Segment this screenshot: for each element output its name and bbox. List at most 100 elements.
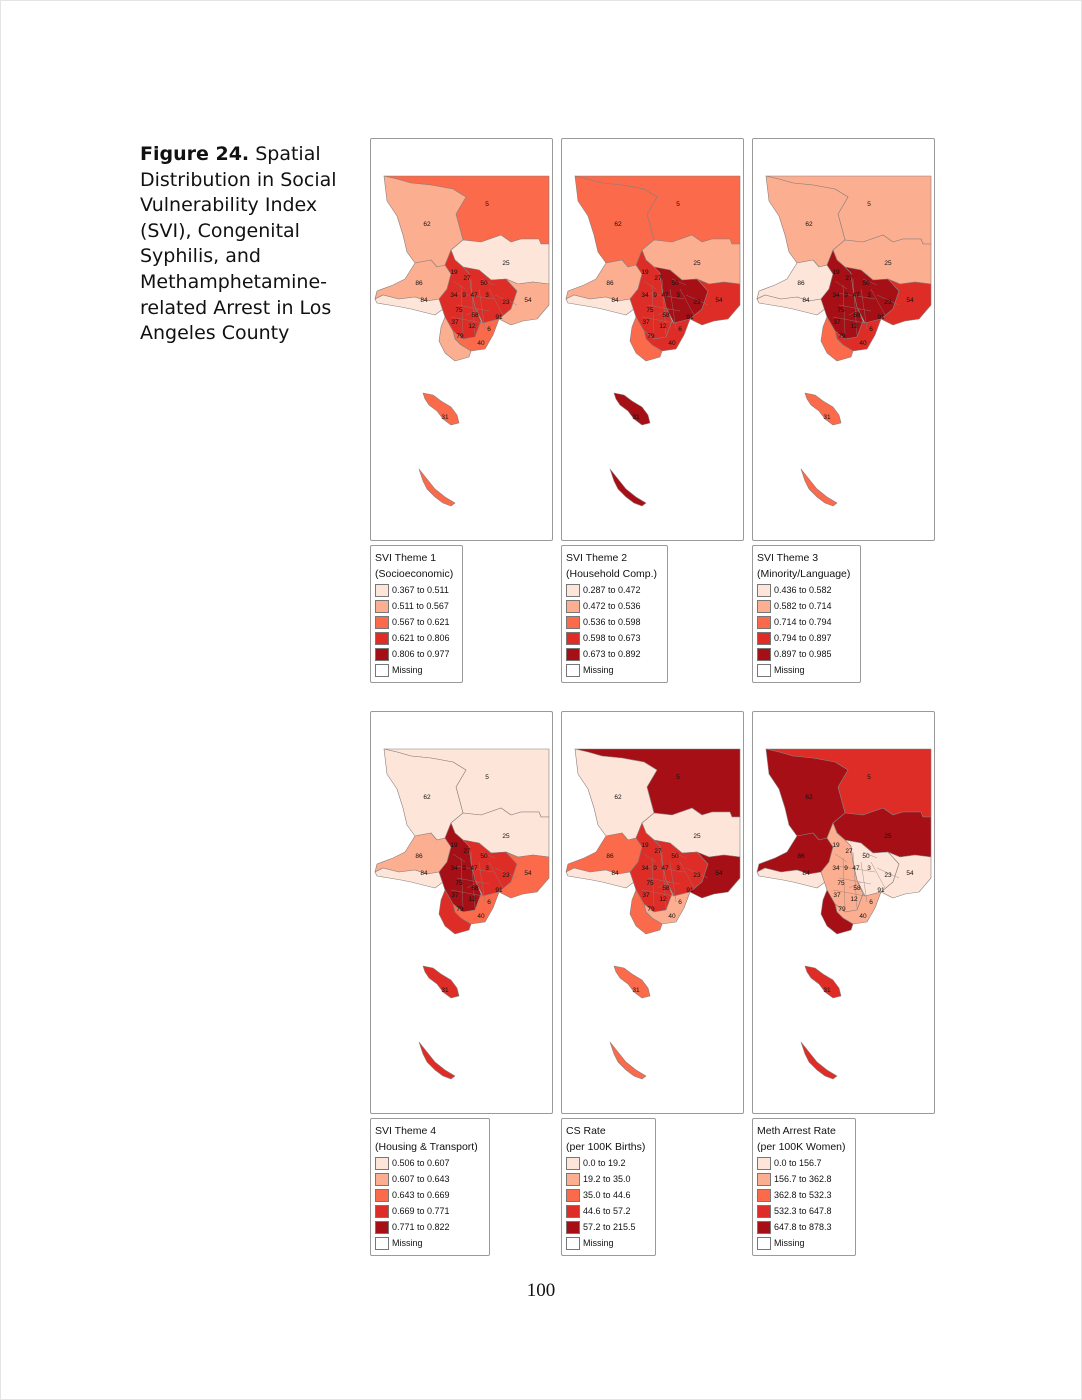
district-label: 5 bbox=[485, 774, 489, 781]
legend-swatch bbox=[566, 1220, 580, 1234]
district-label: 75 bbox=[646, 880, 654, 887]
map-district-boundary bbox=[643, 853, 657, 863]
district-label: 6 bbox=[869, 326, 873, 333]
legend-entry: 44.6 to 57.2 bbox=[566, 1203, 651, 1219]
district-label: 91 bbox=[686, 314, 694, 321]
choropleth-map: 5 62 25 19 27 50 86 84 34 9 47 3 23 54 75 58 91 37 12 6 79 40… bbox=[565, 175, 741, 507]
legend-entry-label: 0.0 to 156.7 bbox=[774, 1158, 822, 1168]
legend-swatch bbox=[566, 631, 580, 645]
legend-entry-missing: Missing bbox=[375, 1235, 485, 1251]
map-region-east-outer bbox=[498, 851, 550, 899]
map-district-boundary bbox=[480, 278, 496, 286]
district-label: 84 bbox=[420, 297, 428, 304]
district-label: 9 bbox=[844, 865, 848, 872]
district-label: 50 bbox=[480, 853, 488, 860]
legend-entry: 0.621 to 0.806 bbox=[375, 630, 458, 646]
district-label: 3 bbox=[867, 865, 871, 872]
map-region-island2 bbox=[418, 468, 456, 507]
legend-entry: 57.2 to 215.5 bbox=[566, 1219, 651, 1235]
legend-entry: 0.436 to 0.582 bbox=[757, 582, 856, 598]
legend-entry-label: 44.6 to 57.2 bbox=[583, 1206, 631, 1216]
map-district-boundary bbox=[480, 851, 496, 859]
choropleth-map: 5 62 25 19 27 50 86 84 34 9 47 3 23 54 75 58 91 37 12 6 79 40… bbox=[374, 175, 550, 507]
district-label: 79 bbox=[838, 906, 846, 913]
district-label: 79 bbox=[838, 333, 846, 340]
district-label: 40 bbox=[668, 913, 676, 920]
district-label: 40 bbox=[859, 340, 867, 347]
map-region-east-outer bbox=[880, 851, 932, 899]
district-label: 27 bbox=[463, 275, 471, 282]
page-number: 100 bbox=[526, 1280, 556, 1301]
map-region-south-coast bbox=[438, 316, 472, 362]
district-label: 86 bbox=[797, 853, 805, 860]
district-label: 37 bbox=[833, 892, 841, 899]
legend-entry-label: 0.506 to 0.607 bbox=[392, 1158, 450, 1168]
map-district-boundary bbox=[478, 861, 486, 903]
figure-label: Figure 24. bbox=[140, 143, 250, 165]
map-district-boundary bbox=[641, 316, 675, 324]
map-district-boundary bbox=[671, 851, 687, 859]
map-district-boundary bbox=[870, 861, 886, 889]
legend-entry-label: 362.8 to 532.3 bbox=[774, 1190, 832, 1200]
map-district-boundary bbox=[876, 294, 900, 306]
district-label: 31 bbox=[632, 414, 640, 421]
district-label: 25 bbox=[693, 833, 701, 840]
legend-swatch-missing bbox=[566, 663, 580, 677]
district-label: 19 bbox=[832, 842, 840, 849]
map-region-west-valley bbox=[756, 259, 834, 302]
district-label: 12 bbox=[659, 323, 667, 330]
district-label: 37 bbox=[451, 892, 459, 899]
district-label: 9 bbox=[844, 292, 848, 299]
district-label: 23 bbox=[693, 872, 701, 879]
map-region-south-coast bbox=[629, 316, 663, 362]
legend-swatch bbox=[375, 1172, 389, 1186]
map-district-boundary bbox=[657, 308, 671, 316]
map-region-island1 bbox=[422, 965, 460, 999]
legend-entry: 0.714 to 0.794 bbox=[757, 614, 856, 630]
legend-entry: 19.2 to 35.0 bbox=[566, 1171, 651, 1187]
district-label: 3 bbox=[676, 292, 680, 299]
district-label: 58 bbox=[662, 312, 670, 319]
legend-entry-label: 0.669 to 0.771 bbox=[392, 1206, 450, 1216]
choropleth-map: 5 62 25 19 27 50 86 84 34 9 47 3 23 54 75 58 91 37 12 6 79 40… bbox=[756, 175, 932, 507]
district-label: 31 bbox=[441, 414, 449, 421]
legend-swatch-missing bbox=[375, 663, 389, 677]
district-label: 47 bbox=[661, 292, 669, 299]
district-label: 27 bbox=[654, 848, 662, 855]
district-label: 62 bbox=[423, 794, 431, 801]
district-label: 75 bbox=[646, 307, 654, 314]
legend-swatch bbox=[375, 1204, 389, 1218]
district-label: 6 bbox=[487, 326, 491, 333]
map-district-boundary bbox=[671, 278, 687, 286]
legend-entry-label: 35.0 to 44.6 bbox=[583, 1190, 631, 1200]
figure-caption-text: Spatial Distribution in Social Vulnerabi… bbox=[140, 143, 337, 345]
legend-entry-label: 0.598 to 0.673 bbox=[583, 633, 641, 643]
map-region-west-coast bbox=[565, 867, 635, 889]
map-district-boundary bbox=[651, 857, 655, 909]
district-label: 50 bbox=[862, 280, 870, 287]
legend-swatch bbox=[375, 631, 389, 645]
map-district-boundary bbox=[661, 851, 667, 909]
district-label: 62 bbox=[614, 221, 622, 228]
legend-swatch bbox=[757, 615, 771, 629]
legend-entry-label: 0.472 to 0.536 bbox=[583, 601, 641, 611]
legend-swatch bbox=[375, 583, 389, 597]
map-district-boundary bbox=[643, 280, 657, 290]
legend-swatch-missing bbox=[375, 1236, 389, 1250]
map-district-boundary bbox=[862, 278, 878, 286]
legend-entry-missing: Missing bbox=[757, 662, 856, 678]
district-label: 5 bbox=[485, 201, 489, 208]
map-district-boundary bbox=[852, 851, 858, 909]
legend-entry-label: 0.673 to 0.892 bbox=[583, 649, 641, 659]
legend-entry: 0.472 to 0.536 bbox=[566, 598, 663, 614]
district-label: 23 bbox=[884, 299, 892, 306]
legend-entry: 0.536 to 0.598 bbox=[566, 614, 663, 630]
district-label: 25 bbox=[884, 833, 892, 840]
legend-entry-label: 647.8 to 878.3 bbox=[774, 1222, 832, 1232]
map-region-west-coast bbox=[374, 294, 444, 316]
district-label: 25 bbox=[693, 260, 701, 267]
district-label: 6 bbox=[487, 899, 491, 906]
legend-entry-label: Missing bbox=[392, 1238, 423, 1248]
legend-swatch bbox=[375, 1188, 389, 1202]
map-region-west-coast bbox=[374, 867, 444, 889]
